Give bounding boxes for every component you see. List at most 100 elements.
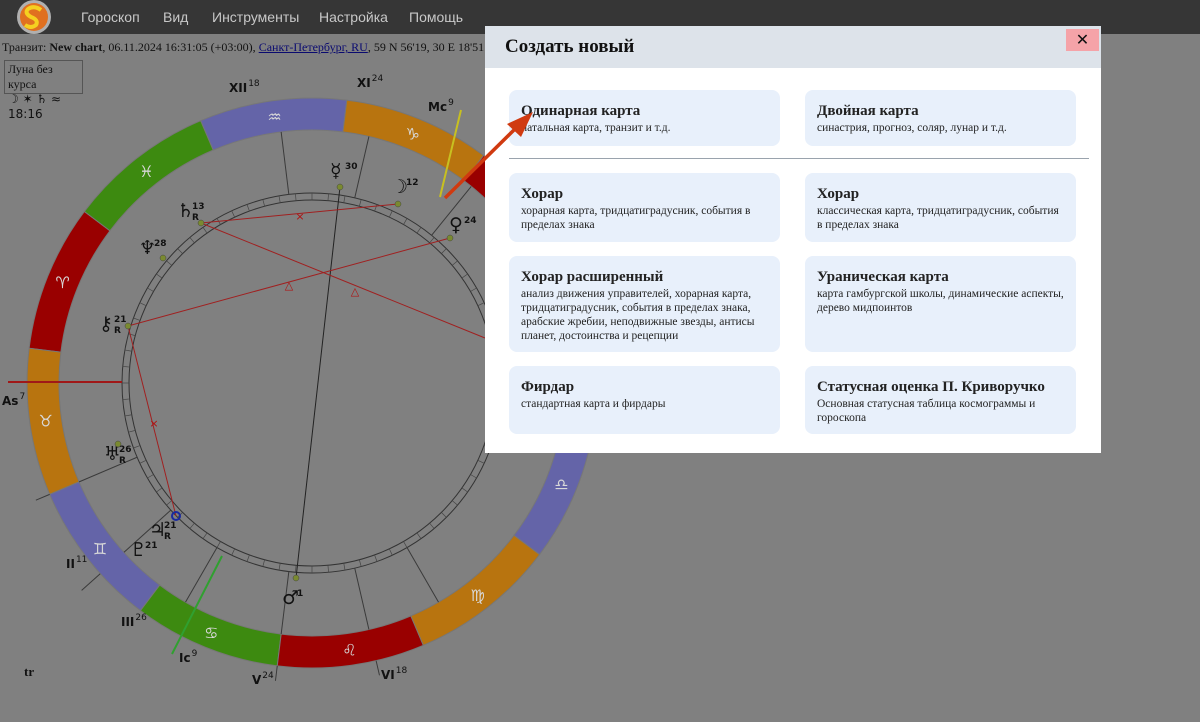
sign-glyph: ♊︎ [93,540,107,559]
card-title: Ураническая карта [817,269,949,285]
place-link[interactable]: Санкт-Петербург, RU [258,40,368,54]
house-degree: 9 [192,649,198,659]
logo[interactable] [14,0,54,34]
chart-type-card[interactable]: Фирдар стандартная карта и фирдары [509,366,780,434]
house-label: As [2,394,18,408]
card-description: классическая карта, тридцатиградусник, с… [817,205,1059,231]
aspect-line [295,186,341,579]
planet-glyph: ♂ [282,587,299,609]
planet-glyph: ♅ [104,443,121,465]
planet-dot [124,322,132,330]
degree-tick [429,237,435,244]
menu-item[interactable]: Вид [163,9,189,25]
sign-glyph: ♒︎ [267,108,281,127]
chart-type-card[interactable]: Ураническая карта карта гамбургской школы… [805,256,1076,352]
menu-item[interactable]: Настройка [319,9,388,25]
degree-tick [202,227,208,234]
menu-item[interactable]: Гороскоп [81,9,140,25]
house-degree: 7 [19,392,25,402]
menu-bar: Гороскоп Вид Инструменты Настройка Помощь [0,0,1200,34]
house-cusp [78,456,138,483]
degree-tick [133,317,141,321]
close-button[interactable]: ✕ [1066,29,1099,51]
planet-dot [197,219,205,227]
degree-tick [295,193,297,201]
new-chart-dialog: Создать новый ✕ Одинарная карта натальная … [485,26,1101,453]
degree-tick [124,349,132,352]
planet-dot [171,511,181,521]
house-degree: 24 [372,74,384,84]
planet-glyph: ⚷ [99,313,113,335]
degree-tick [470,287,477,292]
degree-tick [389,548,393,556]
card-description: синастрия, прогноз, соляр, лунар и т.д. [817,122,1007,134]
moon-void-aspect: ☽ ✶ ♄ ≈ 18:16 [8,92,62,121]
chart-type-card[interactable]: Двойная карта синастрия, прогноз, соляр, … [805,90,1076,146]
degree-tick [139,302,147,306]
planet-dot [292,574,300,582]
chart-type-card[interactable]: Хорар классическая карта, тридцатиградусн… [805,173,1076,242]
house-cusp [354,568,370,630]
card-title: Одинарная карта [521,103,641,119]
house-cusp [185,547,218,603]
corner-label: tr [24,664,34,679]
dialog-header: Создать новый ✕ [485,26,1101,68]
retrograde: R [119,456,126,466]
house-degree: 18 [248,79,260,89]
degree-tick [451,260,458,266]
card-title: Хорар [817,186,860,202]
aspect-line [127,237,451,327]
planet-degree: 12 [406,178,419,188]
card-title: Фирдар [521,379,575,395]
degree-tick [177,248,183,254]
aspect-symbol: △ [285,279,294,292]
card-description: анализ движения управителей, хорарная ка… [521,288,755,342]
chart-type-card[interactable]: Одинарная карта натальная карта, транзит … [509,90,780,146]
sign-glyph: ♓︎ [139,162,153,181]
planet-degree: 28 [154,239,167,249]
sign-sector [26,347,80,496]
degree-tick [403,218,408,225]
degree-tick [122,398,130,400]
menu-item[interactable]: Инструменты [212,9,300,25]
sign-glyph: ♉︎ [38,411,52,430]
card-description: карта гамбургской школы, динамические ас… [817,288,1064,314]
card-title: Статусная оценка П. Криворучко [817,379,1045,395]
retrograde: R [164,532,171,542]
degree-tick [403,541,408,548]
menu-item[interactable]: Помощь [409,9,464,25]
house-cusp [123,509,172,553]
degree-tick [139,460,147,464]
degree-tick [477,302,485,306]
planet-glyph: ♃ [149,519,166,541]
moon-void: Луна без курса ☽ ✶ ♄ ≈ 18:16 [4,60,83,121]
house-cusp [280,571,290,635]
chart-type-card[interactable]: Хорар расширенный анализ движения управит… [509,256,780,352]
degree-tick [156,273,163,279]
degree-tick [429,522,435,529]
separator [509,158,1089,159]
degree-tick [128,333,136,336]
house-degree: 26 [135,613,147,623]
degree-tick [246,554,250,562]
degree-tick [262,559,265,567]
chart-type-card[interactable]: Хорар хорарная карта, тридцатиградусник, … [509,173,780,242]
degree-tick [156,487,163,493]
chart-type-card[interactable]: Статусная оценка П. Криворучко Основная с… [805,366,1076,434]
degree-tick [122,366,130,368]
planet-dot [159,254,167,262]
planet-dot [336,183,344,191]
degree-tick [416,227,422,234]
card-description: натальная карта, транзит и т.д. [521,122,671,134]
aspect-symbol: × [149,417,158,430]
card-title: Хорар расширенный [521,269,664,285]
house-cusp [274,665,278,681]
card-title: Хорар [521,186,564,202]
degree-tick [359,199,362,207]
house-label: Ic [179,651,191,665]
card-description: хорарная карта, тридцатиградусник, событ… [521,205,751,231]
chart-name: New chart [49,40,103,54]
degree-tick [343,195,346,203]
house-cusp [406,547,439,603]
ic-axis [171,555,223,655]
